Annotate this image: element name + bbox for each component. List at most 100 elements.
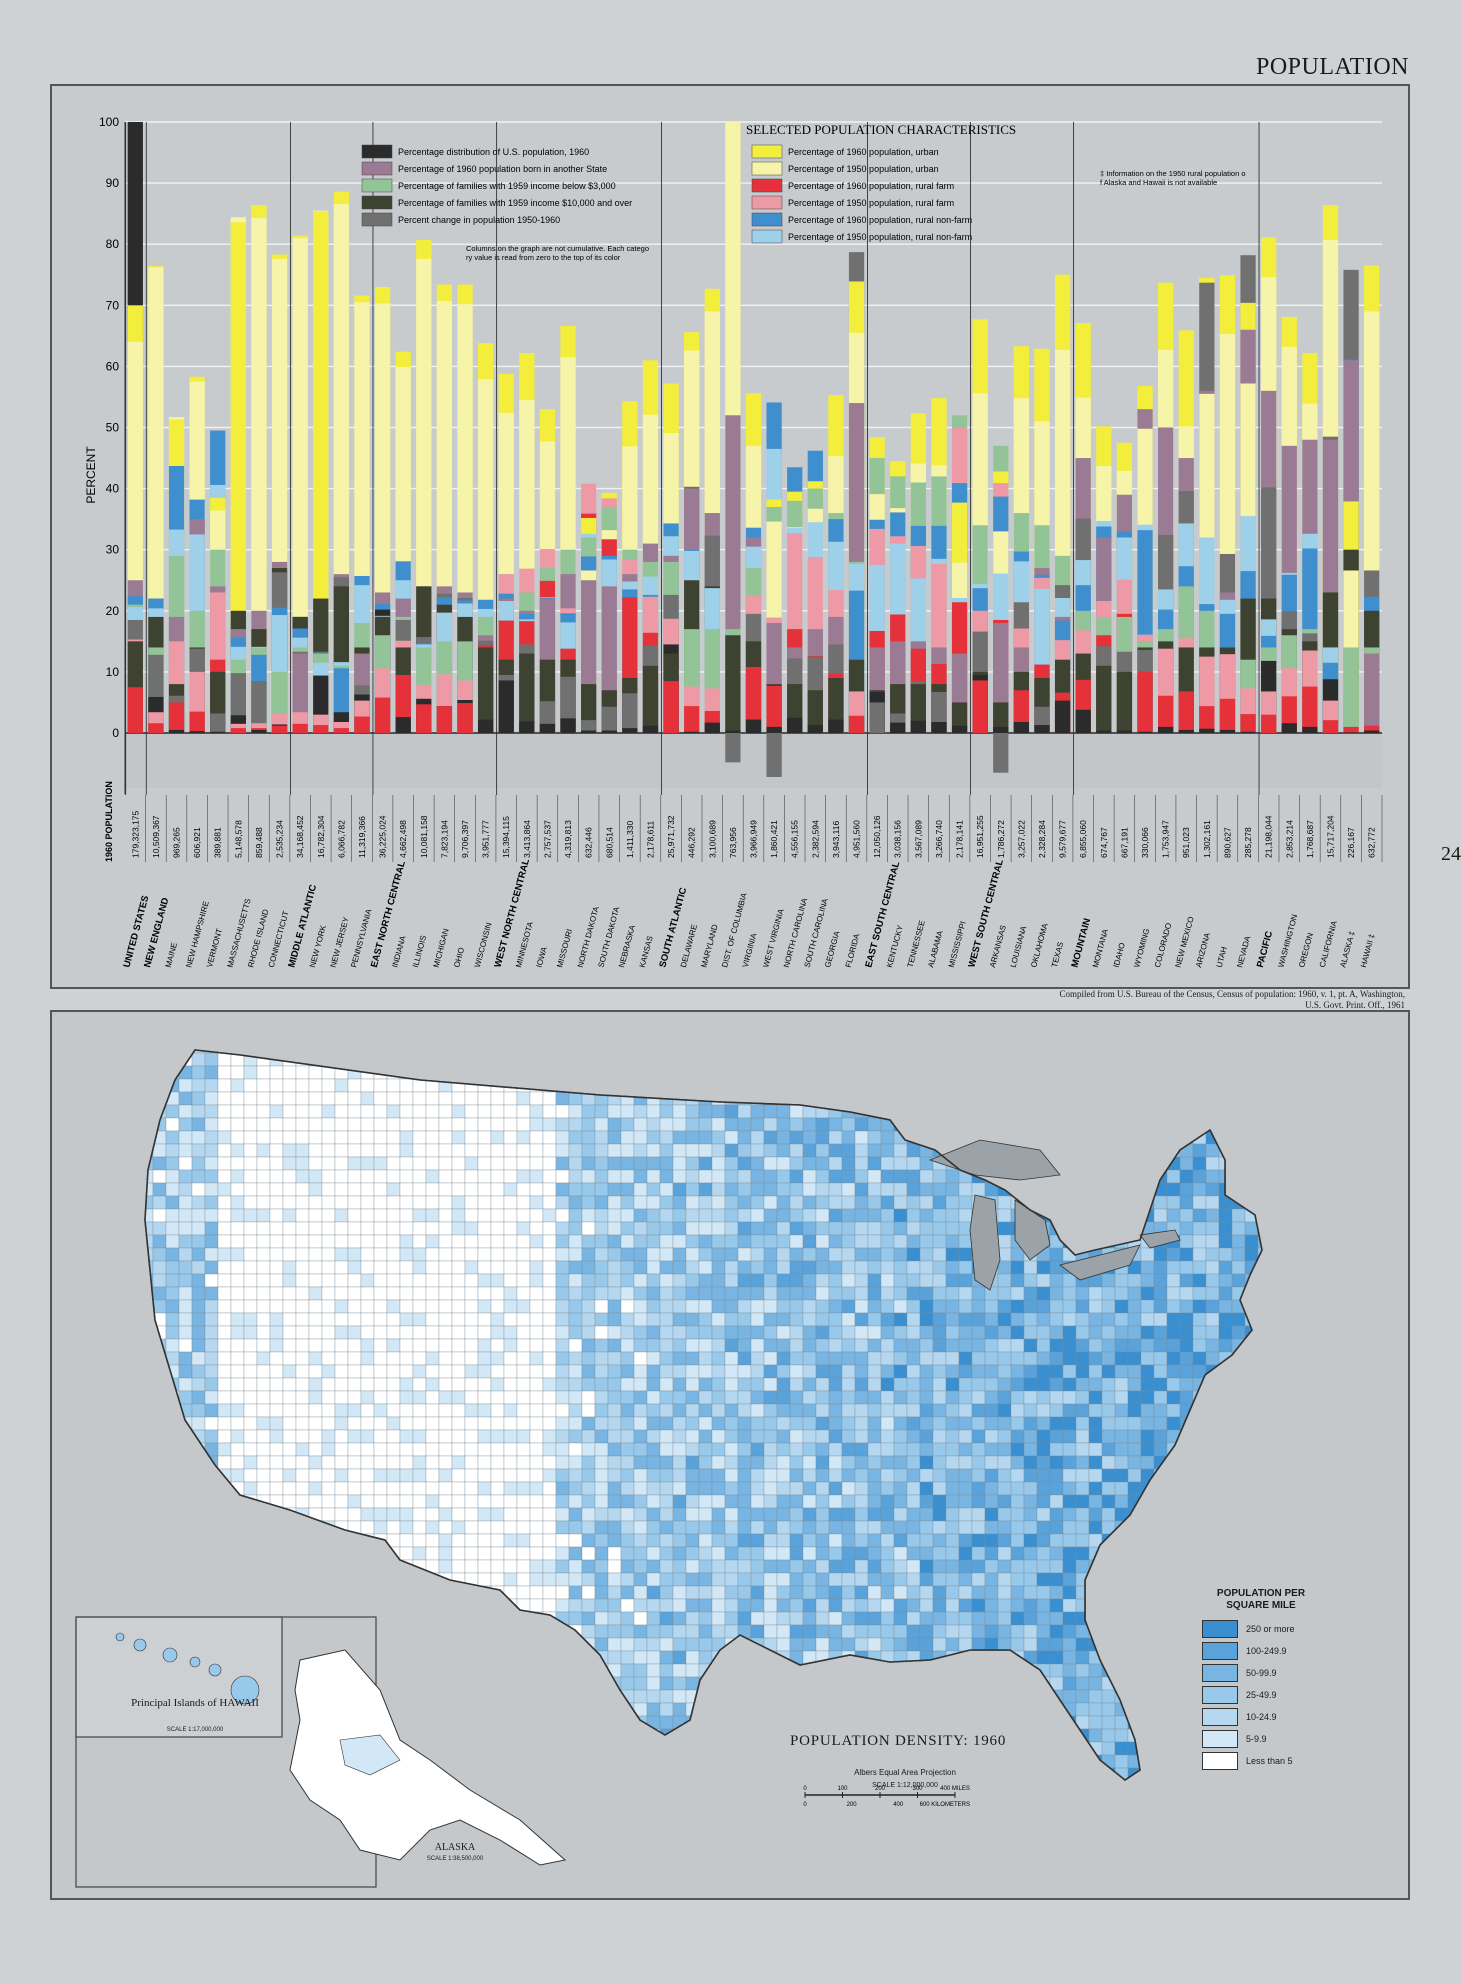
county-cell <box>1088 1585 1103 1600</box>
county-cell <box>425 1130 440 1145</box>
county-cell <box>490 1325 505 1340</box>
county-cell <box>1114 1286 1129 1301</box>
county-cell <box>373 1559 388 1574</box>
county-cell <box>282 1455 297 1470</box>
county-cell <box>1010 1481 1025 1496</box>
county-cell <box>698 1507 713 1522</box>
county-cell <box>698 1338 713 1353</box>
county-cell <box>1205 1050 1220 1054</box>
county-cell <box>555 1416 570 1431</box>
county-cell <box>568 1182 583 1197</box>
county-cell <box>685 1559 700 1574</box>
county-cell <box>308 1442 323 1457</box>
county-cell <box>308 1299 323 1314</box>
county-cell <box>724 1104 739 1119</box>
county-cell <box>646 1520 661 1535</box>
county-cell <box>659 1169 674 1184</box>
county-cell <box>1049 1403 1064 1418</box>
county-cell <box>815 1312 830 1327</box>
county-cell <box>841 1377 856 1392</box>
bar-group <box>807 450 823 733</box>
county-cell <box>867 1091 882 1106</box>
county-cell <box>828 1533 843 1548</box>
county-cell <box>685 1299 700 1314</box>
county-cell <box>1114 1468 1129 1483</box>
county-cell <box>971 1325 986 1340</box>
county-cell <box>243 1559 258 1574</box>
bar-group <box>519 352 535 733</box>
county-cell <box>867 1520 882 1535</box>
county-cell <box>1101 1050 1116 1054</box>
population-label: 5,148,578 <box>233 820 243 858</box>
county-cell <box>932 1052 947 1067</box>
county-cell <box>165 1533 180 1548</box>
county-cell <box>321 1494 336 1509</box>
county-cell <box>854 1130 869 1145</box>
county-cell <box>243 1234 258 1249</box>
county-cell <box>321 1312 336 1327</box>
bar-segment <box>1116 730 1133 733</box>
county-cell <box>1010 1572 1025 1587</box>
county-cell <box>568 1455 583 1470</box>
county-cell <box>217 1273 232 1288</box>
county-cell <box>1036 1598 1051 1613</box>
county-cell <box>581 1078 596 1093</box>
county-cell <box>269 1104 284 1119</box>
county-cell <box>581 1416 596 1431</box>
county-cell <box>672 1598 687 1613</box>
county-cell <box>308 1169 323 1184</box>
county-cell <box>178 1156 193 1171</box>
county-cell <box>152 1468 167 1483</box>
county-cell <box>763 1065 778 1080</box>
county-cell <box>1257 1442 1262 1457</box>
county-cell <box>711 1052 726 1067</box>
county-cell <box>1153 1390 1168 1405</box>
county-cell <box>789 1494 804 1509</box>
county-cell <box>282 1286 297 1301</box>
county-cell <box>971 1416 986 1431</box>
population-label: 4,951,560 <box>852 820 862 858</box>
county-cell <box>217 1507 232 1522</box>
county-cell <box>633 1455 648 1470</box>
county-cell <box>1023 1390 1038 1405</box>
county-cell <box>1153 1338 1168 1353</box>
county-cell <box>152 1143 167 1158</box>
county-cell <box>1062 1117 1077 1132</box>
county-cell <box>425 1156 440 1171</box>
county-cell <box>1192 1403 1207 1418</box>
county-cell <box>1218 1130 1233 1145</box>
county-cell <box>308 1520 323 1535</box>
county-cell <box>750 1143 765 1158</box>
county-cell <box>1088 1104 1103 1119</box>
bar-group <box>560 326 576 733</box>
county-cell <box>1036 1182 1051 1197</box>
county-cell <box>217 1052 232 1067</box>
county-cell <box>1218 1546 1233 1561</box>
county-cell <box>555 1468 570 1483</box>
county-cell <box>984 1546 999 1561</box>
county-cell <box>828 1351 843 1366</box>
county-cell <box>360 1091 375 1106</box>
county-cell <box>347 1182 362 1197</box>
county-cell <box>1101 1156 1116 1171</box>
county-cell <box>529 1325 544 1340</box>
county-cell <box>1062 1143 1077 1158</box>
population-label: 2,328,284 <box>1037 820 1047 858</box>
county-cell <box>763 1507 778 1522</box>
legend-label: Percentage of 1960 population, rural non… <box>788 215 972 225</box>
county-cell <box>698 1260 713 1275</box>
county-cell <box>165 1312 180 1327</box>
county-cell <box>724 1338 739 1353</box>
county-cell <box>984 1507 999 1522</box>
county-cell <box>737 1260 752 1275</box>
county-cell <box>464 1312 479 1327</box>
county-cell <box>1166 1208 1181 1223</box>
county-cell <box>145 1559 154 1574</box>
county-cell <box>997 1273 1012 1288</box>
county-cell <box>893 1156 908 1171</box>
county-cell <box>802 1572 817 1587</box>
county-cell <box>529 1416 544 1431</box>
county-cell <box>1192 1091 1207 1106</box>
county-cell <box>1114 1416 1129 1431</box>
county-cell <box>971 1585 986 1600</box>
